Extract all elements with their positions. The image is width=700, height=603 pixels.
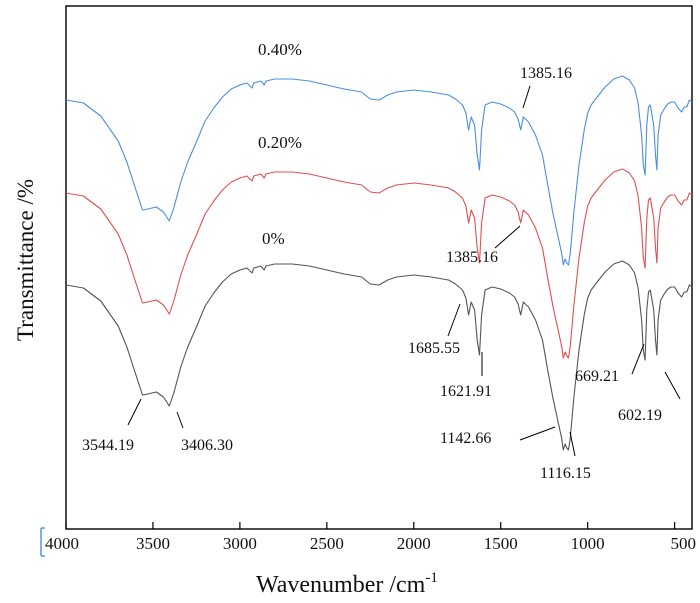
annotation-label: 669.21 bbox=[575, 368, 619, 385]
series-line bbox=[65, 75, 693, 266]
annotation-label: 1116.15 bbox=[540, 465, 591, 482]
x-tick-label: 3500 bbox=[136, 534, 170, 553]
series-label: 0% bbox=[262, 229, 285, 248]
x-tick-label: 1500 bbox=[484, 534, 518, 553]
annotation-label: 1385.16 bbox=[520, 65, 572, 82]
annotation-label: 1685.55 bbox=[408, 340, 460, 357]
x-tick-label: 1000 bbox=[571, 534, 605, 553]
annotation-label: 1142.66 bbox=[440, 430, 491, 447]
annotation-leader bbox=[519, 426, 556, 441]
x-tick-label: 2000 bbox=[397, 534, 431, 553]
annotation-leader bbox=[494, 225, 521, 249]
series-label: 0.40% bbox=[258, 40, 302, 59]
x-tick-label: 2500 bbox=[310, 534, 344, 553]
series-label: 0.20% bbox=[258, 133, 302, 152]
x-tick-label: 4000 bbox=[45, 534, 79, 553]
x-tick-label: 500 bbox=[671, 534, 697, 553]
annotation-leader bbox=[447, 303, 461, 337]
annotation-layer: 1385.16 1385.16 1685.55 1621.91 3544.19 3406.… bbox=[82, 65, 681, 482]
series-line bbox=[65, 168, 693, 359]
x-axis: 4000 3500 3000 2500 2000 1500 1000 500 bbox=[45, 522, 696, 553]
series-line bbox=[65, 260, 693, 451]
annotation-label: 1385.16 bbox=[446, 249, 498, 266]
x-tick-label: 3000 bbox=[223, 534, 257, 553]
annotation-leader bbox=[569, 431, 576, 457]
annotation-leader bbox=[664, 371, 681, 400]
series-layer: 0.40% 0.20% 0% bbox=[65, 40, 693, 451]
x-axis-title: Wavenumber /cm-1 bbox=[256, 570, 438, 598]
annotation-label: 3406.30 bbox=[181, 437, 233, 454]
annotation-leader bbox=[631, 343, 645, 375]
annotation-leader bbox=[127, 398, 142, 426]
y-axis-title: Transmittance /% bbox=[13, 179, 38, 341]
annotation-label: 602.19 bbox=[618, 407, 662, 424]
annotation-leader bbox=[522, 85, 531, 109]
annotation-label: 3544.19 bbox=[82, 437, 134, 454]
annotation-label: 1621.91 bbox=[440, 383, 492, 400]
annotation-leader bbox=[176, 411, 184, 429]
plot-frame bbox=[65, 5, 693, 530]
